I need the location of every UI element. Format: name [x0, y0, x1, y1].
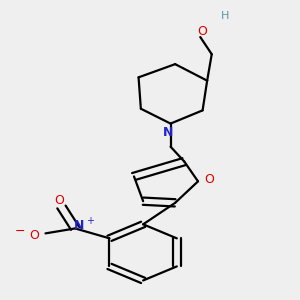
Text: O: O — [198, 25, 208, 38]
Text: N: N — [74, 219, 84, 232]
Text: O: O — [54, 194, 64, 207]
Text: O: O — [205, 173, 214, 186]
Text: O: O — [29, 229, 39, 242]
Text: N: N — [163, 126, 173, 139]
Text: H: H — [221, 11, 229, 21]
Text: −: − — [15, 225, 26, 238]
Text: +: + — [86, 216, 94, 226]
